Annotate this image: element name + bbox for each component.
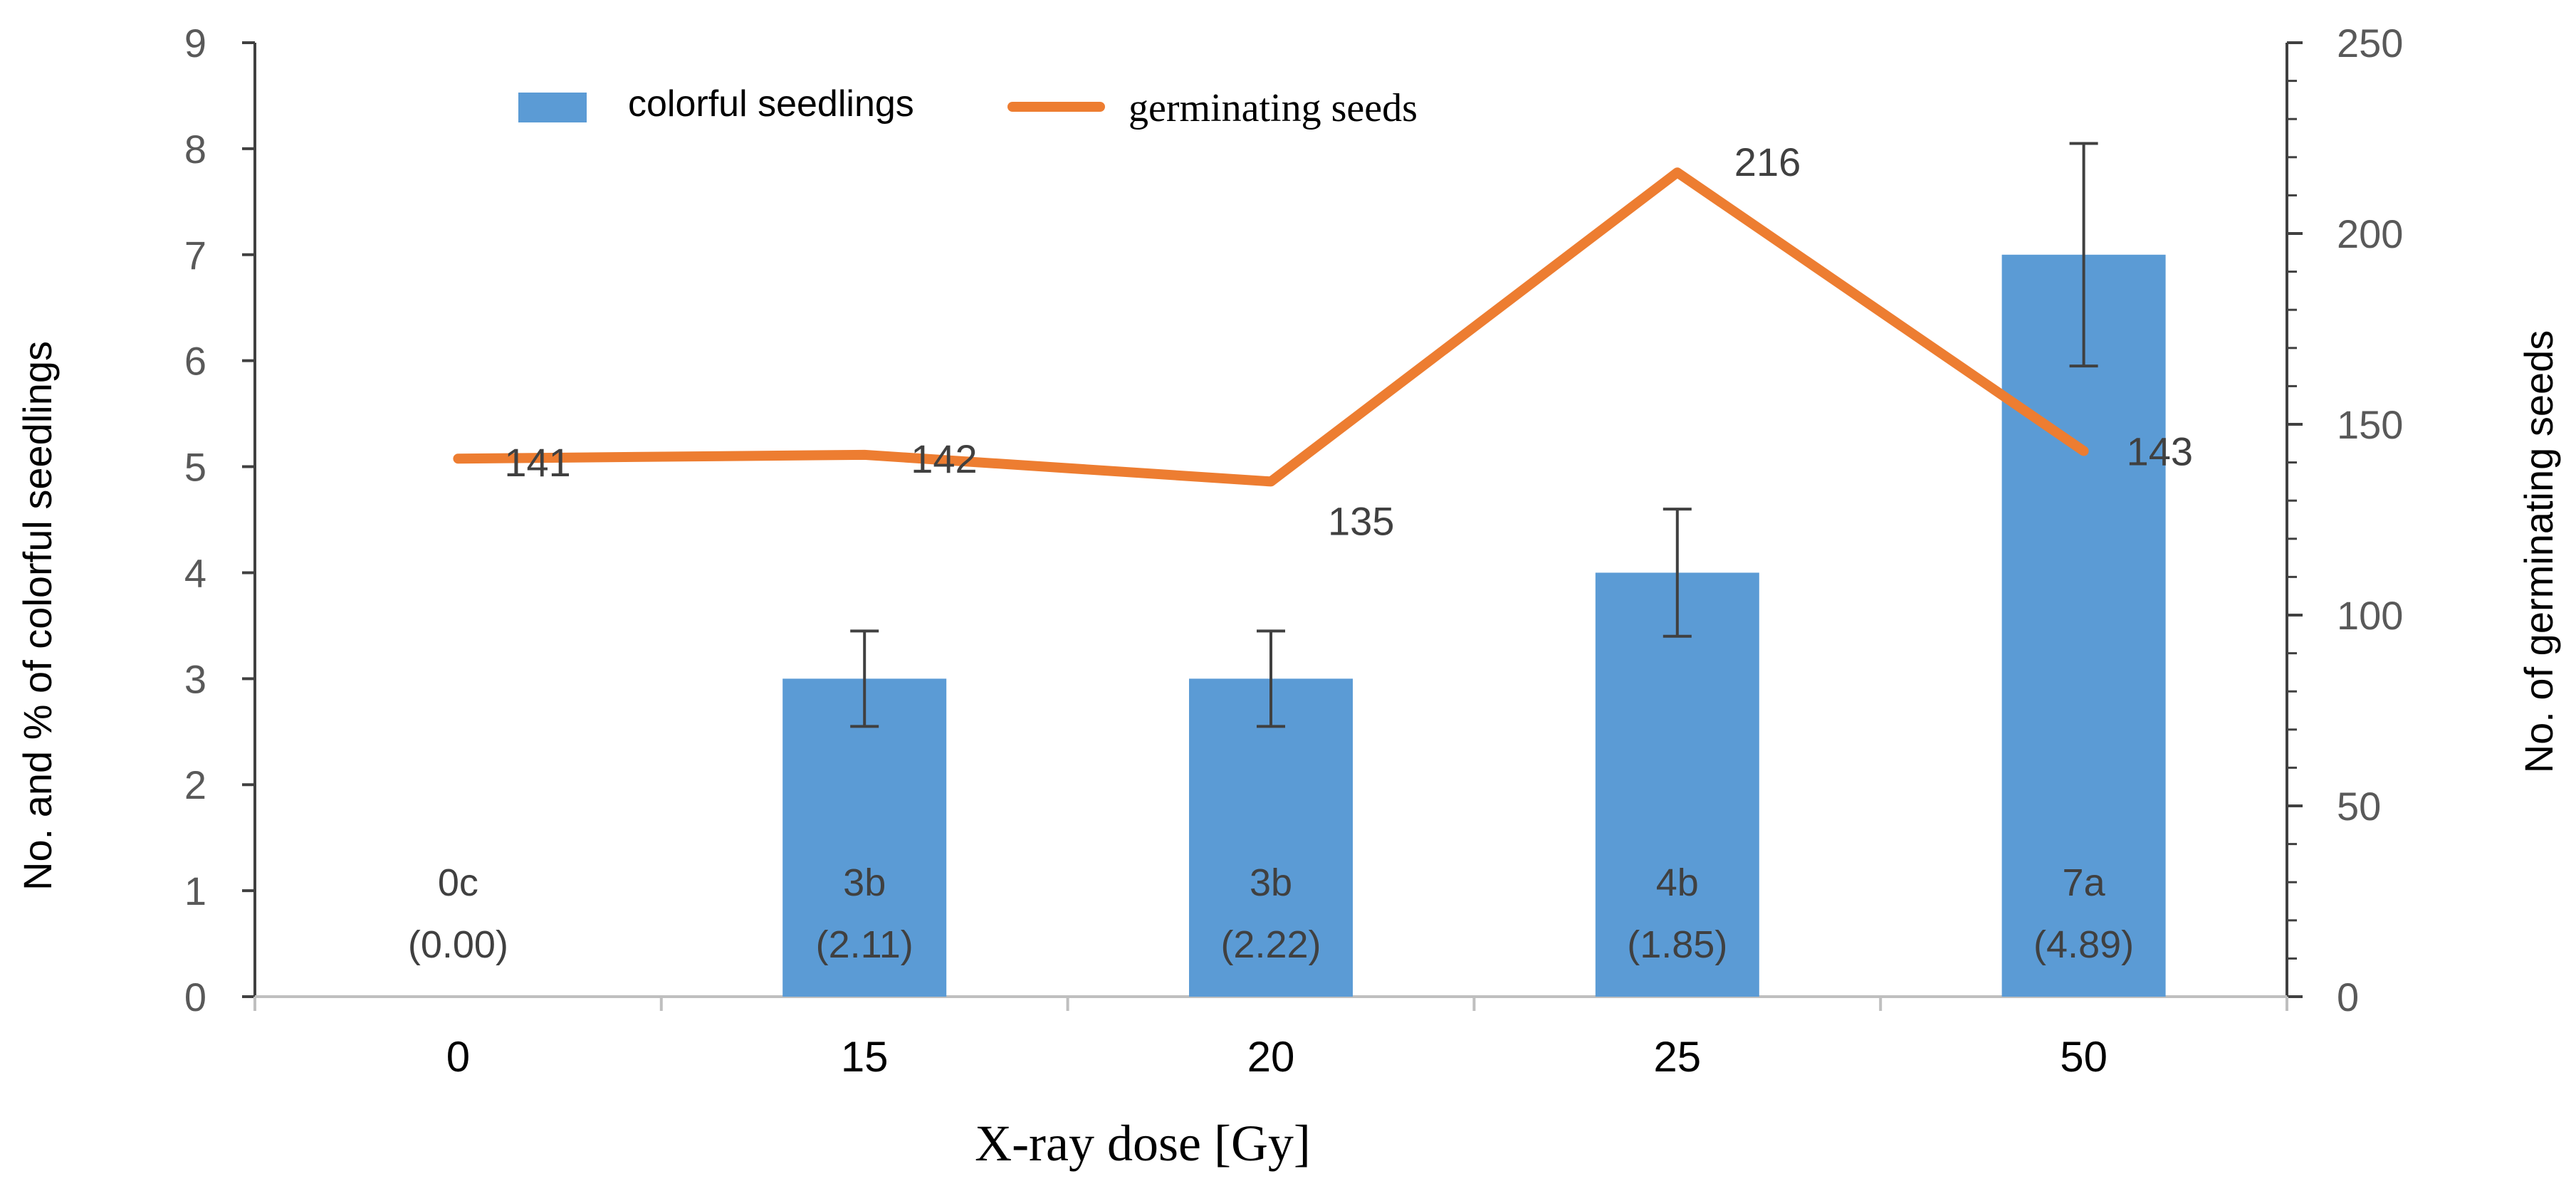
- y-tick-label: 3: [184, 656, 206, 701]
- line-data-label: 135: [1328, 498, 1394, 543]
- bar: [2001, 254, 2166, 997]
- bar-percent-label: (2.22): [1220, 923, 1321, 966]
- bar-label: 4b: [1656, 861, 1699, 904]
- error-bars-layer: [850, 142, 2098, 728]
- line-point: [456, 456, 461, 461]
- y-tick-label: 0: [184, 975, 206, 1019]
- y-tick-label: 9: [184, 21, 206, 65]
- bar: [782, 678, 947, 997]
- line-series-germinating-seeds: [453, 167, 2089, 487]
- bar-percent-label: (2.11): [816, 923, 913, 966]
- bar-label: 0c: [438, 861, 478, 904]
- x-tick-label: 15: [841, 1033, 889, 1081]
- line-point: [1675, 170, 1680, 175]
- bar-percent-label: (4.89): [2033, 923, 2134, 966]
- y2-tick-label: 50: [2337, 784, 2381, 829]
- y-tick-label: 7: [184, 233, 206, 278]
- line-point: [862, 452, 867, 457]
- y-tick-label: 6: [184, 339, 206, 384]
- line-layer: [453, 167, 2089, 487]
- bar-label: 7a: [2063, 861, 2106, 904]
- bar-label: 3b: [843, 861, 886, 904]
- x-axis-title: X-ray dose [Gy]: [975, 1115, 1311, 1172]
- line-data-label: 142: [911, 436, 977, 481]
- x-tick-label: 0: [446, 1033, 470, 1081]
- y2-tick-label: 0: [2337, 975, 2359, 1019]
- x-tick-label: 25: [1653, 1033, 1701, 1081]
- y2-tick-label: 150: [2337, 402, 2403, 447]
- bar: [1595, 572, 1759, 997]
- labels-layer: 0c (0.00) 3b (2.11) 3b (2.22) 4b (1.85) 7a (4.89)…: [408, 140, 2193, 966]
- y-tick-label: 1: [184, 869, 206, 913]
- y-tick-label: 4: [184, 550, 206, 595]
- bar-percent-label: (1.85): [1627, 923, 1727, 966]
- line-point: [2081, 448, 2086, 453]
- legend-swatch-bar: [518, 93, 587, 122]
- y-axis-title: No. and % of colorful seedlings: [15, 341, 60, 891]
- line-data-label: 141: [504, 440, 570, 485]
- bar-label: 3b: [1250, 861, 1292, 904]
- legend-label-bar: colorful seedlings: [628, 83, 914, 125]
- x-tick-label: 50: [2060, 1033, 2108, 1081]
- line-data-label: 216: [1734, 140, 1801, 184]
- bar: [1189, 678, 1353, 997]
- line-data-label: 143: [2127, 429, 2193, 474]
- legend-label-line: germinating seeds: [1129, 86, 1418, 130]
- x-tick-label: 20: [1247, 1033, 1295, 1081]
- y2-tick-label: 200: [2337, 211, 2403, 256]
- y-tick-label: 5: [184, 445, 206, 490]
- legend: colorful seedlings germinating seeds: [518, 83, 1418, 130]
- y2-tick-label: 250: [2337, 21, 2403, 65]
- bars-layer: [782, 254, 2166, 997]
- y-tick-label: 8: [184, 127, 206, 172]
- axes-layer: 0 1 2 3 4 5 6 7 8 9 0 50 100 150 200 250 0 15 20 25 50: [184, 21, 2404, 1081]
- y2-axis-title: No. of germinating seeds: [2516, 330, 2561, 774]
- bar-percent-label: (0.00): [408, 923, 508, 966]
- y2-tick-label: 100: [2337, 593, 2403, 638]
- line-point: [1269, 479, 1273, 484]
- y-tick-label: 2: [184, 762, 206, 807]
